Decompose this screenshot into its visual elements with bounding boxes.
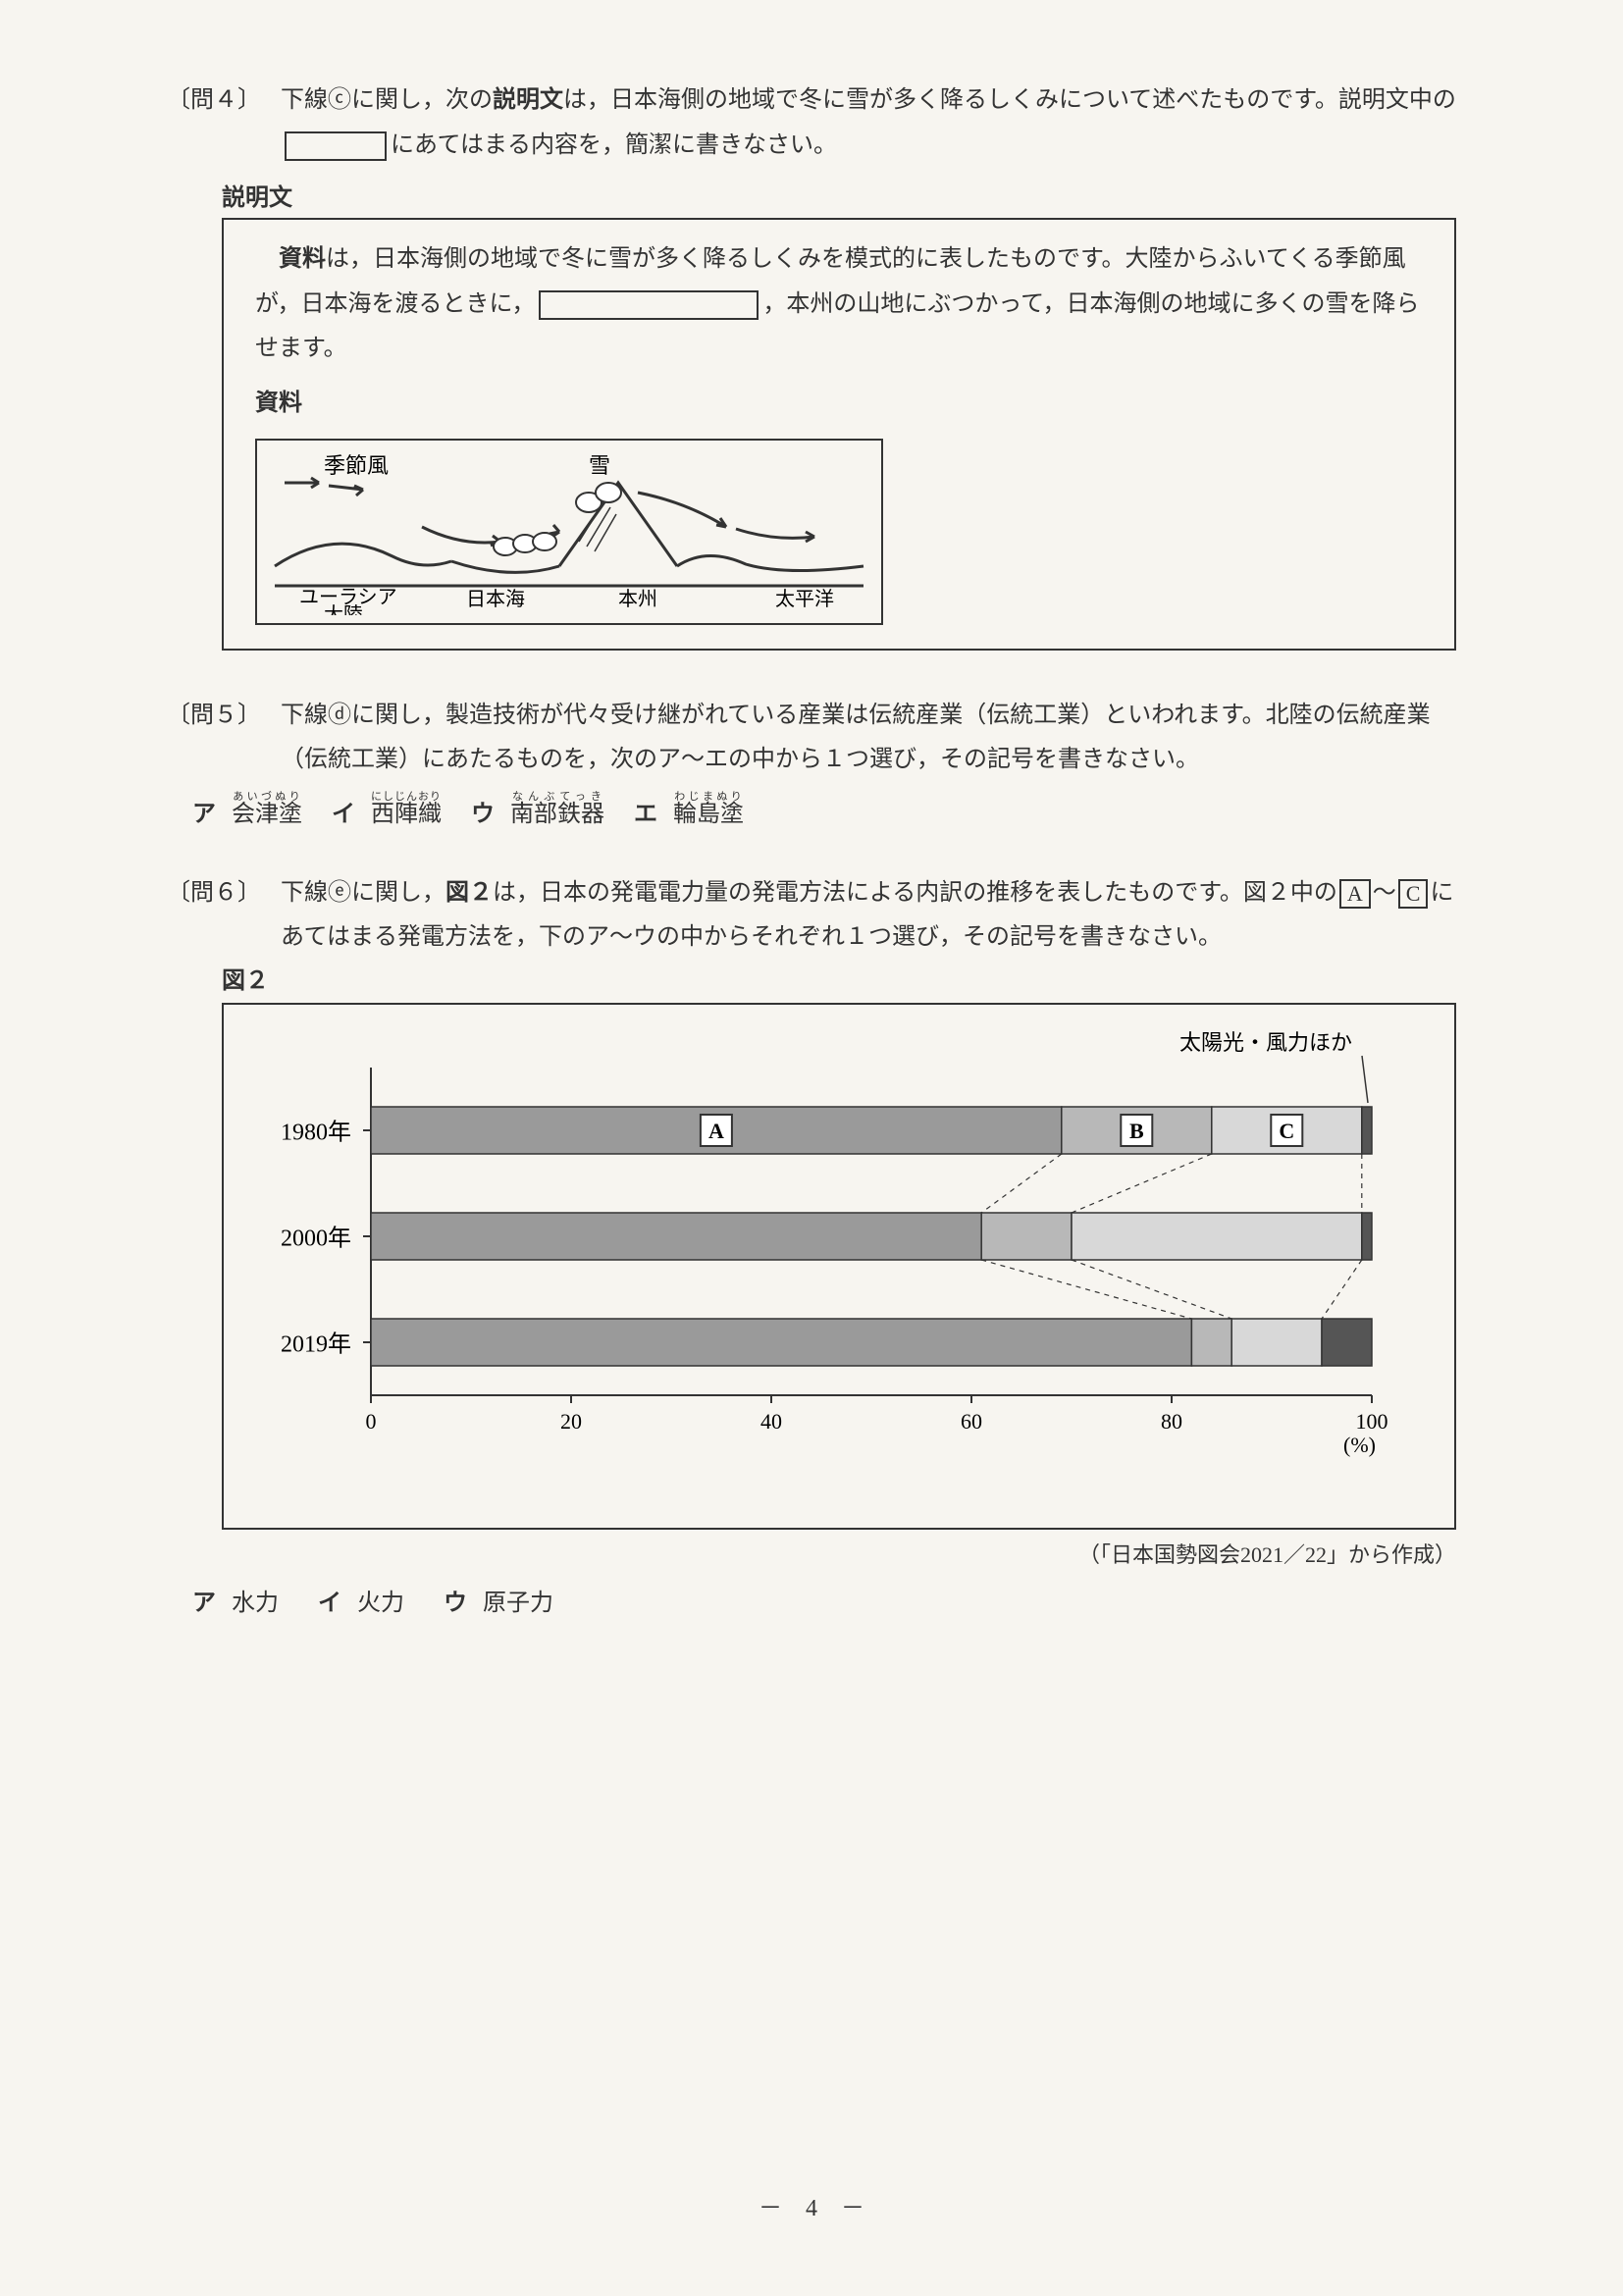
- q4-box-bold: 資料: [279, 246, 326, 272]
- choice-word: 会津塗あいづぬり: [232, 802, 302, 827]
- choice-key: ウ: [444, 1591, 467, 1616]
- q4-text: 下線ⓒに関し，次の説明文は，日本海側の地域で冬に雪が多く降るしくみについて述べた…: [281, 78, 1456, 168]
- choice-key: エ: [634, 802, 657, 827]
- svg-text:60: 60: [961, 1409, 982, 1434]
- choice-word: 輪島塗わじまぬり: [673, 802, 744, 827]
- svg-text:B: B: [1129, 1119, 1144, 1143]
- question-6: 〔問６〕 下線ⓔに関し，図２は，日本の発電電力量の発電方法による内訳の推移を表し…: [167, 871, 1456, 1617]
- label-honshu: 本州: [618, 588, 657, 610]
- choice-word: 水力: [232, 1591, 279, 1616]
- shiryo-label: 資料: [255, 382, 1431, 427]
- box-a: A: [1339, 879, 1371, 909]
- choice-item: イ西陣織にしじんおり: [332, 791, 442, 828]
- label-snow: 雪: [589, 453, 610, 478]
- svg-text:(%): (%): [1343, 1433, 1376, 1457]
- q4-text-bold: 説明文: [493, 87, 563, 113]
- q4-box-text: 資料は，日本海側の地域で冬に雪が多く降るしくみを模式的に表したものです。大陸から…: [255, 237, 1431, 372]
- choice-key: ウ: [471, 802, 495, 827]
- q6-choices: ア水力 イ火力 ウ原子力: [192, 1583, 1456, 1617]
- fig2-label: 図２: [222, 961, 1456, 995]
- choice-word: 火力: [357, 1591, 404, 1616]
- q4-diagram: 季節風: [255, 439, 883, 625]
- choice-key: イ: [332, 802, 355, 827]
- fig2-chart: 太陽光・風力ほか 0 20 40 60 80 100(%) 1980年 A B C 2000年 2019…: [222, 1003, 1456, 1530]
- box-c: C: [1398, 879, 1429, 909]
- q6-text: 下線ⓔに関し，図２は，日本の発電電力量の発電方法による内訳の推移を表したものです…: [281, 871, 1456, 961]
- label-monsoon: 季節風: [324, 453, 389, 478]
- svg-text:A: A: [708, 1119, 724, 1143]
- choice-item: ア会津塗あいづぬり: [192, 791, 302, 828]
- svg-text:2019年: 2019年: [281, 1331, 351, 1358]
- q6-text-bold: 図２: [445, 880, 493, 906]
- choice-key: イ: [318, 1591, 341, 1616]
- choice-word: 西陣織にしじんおり: [371, 802, 442, 827]
- q4-text-a: 下線ⓒに関し，次の: [281, 87, 493, 113]
- choice-item: ウ原子力: [444, 1583, 553, 1617]
- q5-text: 下線ⓓに関し，製造技術が代々受け継がれている産業は伝統産業（伝統工業）といわれま…: [281, 694, 1456, 783]
- svg-text:1980年: 1980年: [281, 1120, 351, 1146]
- q6-text-b: は，日本の発電電力量の発電方法による内訳の推移を表したものです。図２中の: [493, 880, 1337, 906]
- svg-text:C: C: [1279, 1119, 1294, 1143]
- chart-source: （「日本国勢図会2021／22」から作成）: [167, 1538, 1456, 1569]
- choice-word: 南部鉄器なんぶてっき: [510, 802, 604, 827]
- q5-number: 〔問５〕: [167, 694, 261, 739]
- choice-item: エ輪島塗わじまぬり: [634, 791, 744, 828]
- q6-text-a: 下線ⓔに関し，: [281, 880, 445, 906]
- q4-section-label: 説明文: [222, 178, 1456, 212]
- choice-item: イ火力: [318, 1583, 404, 1617]
- svg-text:0: 0: [366, 1409, 377, 1434]
- choice-key: ア: [192, 802, 216, 827]
- q4-number: 〔問４〕: [167, 78, 261, 124]
- question-5: 〔問５〕 下線ⓓに関し，製造技術が代々受け継がれている産業は伝統産業（伝統工業）…: [167, 694, 1456, 828]
- q4-text-c: にあてはまる内容を，簡潔に書きなさい。: [391, 132, 837, 158]
- page-number: － 4 －: [0, 2188, 1623, 2222]
- blank-box-wide: [539, 290, 759, 320]
- svg-text:20: 20: [560, 1409, 582, 1434]
- svg-text:100: 100: [1356, 1409, 1388, 1434]
- stacked-bar-chart: 太陽光・風力ほか 0 20 40 60 80 100(%) 1980年 A B C 2000年 2019…: [243, 1028, 1401, 1499]
- label-pacific: 太平洋: [775, 588, 834, 610]
- label-eurasia2: 大陸: [324, 603, 363, 615]
- choice-word: 原子力: [483, 1591, 553, 1616]
- svg-text:80: 80: [1161, 1409, 1182, 1434]
- svg-text:2000年: 2000年: [281, 1226, 351, 1252]
- q4-text-b: は，日本海側の地域で冬に雪が多く降るしくみについて述べたものです。説明文中の: [563, 87, 1456, 113]
- blank-box: [285, 131, 387, 161]
- q5-choices: ア会津塗あいづぬりイ西陣織にしじんおりウ南部鉄器なんぶてっきエ輪島塗わじまぬり: [192, 791, 1456, 828]
- choice-key: ア: [192, 1591, 216, 1616]
- tilde: ～: [1373, 880, 1396, 906]
- svg-text:太陽光・風力ほか: 太陽光・風力ほか: [1179, 1030, 1352, 1055]
- q6-number: 〔問６〕: [167, 871, 261, 916]
- choice-item: ア水力: [192, 1583, 279, 1617]
- q4-explanation-box: 資料は，日本海側の地域で冬に雪が多く降るしくみを模式的に表したものです。大陸から…: [222, 218, 1456, 650]
- choice-item: ウ南部鉄器なんぶてっき: [471, 791, 604, 828]
- svg-text:40: 40: [760, 1409, 782, 1434]
- monsoon-diagram-svg: 季節風: [265, 448, 873, 615]
- label-japansea: 日本海: [466, 588, 525, 610]
- question-4: 〔問４〕 下線ⓒに関し，次の説明文は，日本海側の地域で冬に雪が多く降るしくみにつ…: [167, 78, 1456, 651]
